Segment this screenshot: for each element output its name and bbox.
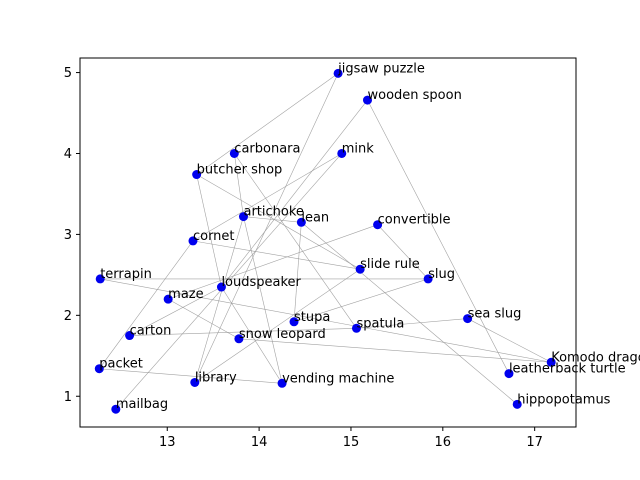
edge-carbonara-spatula — [234, 153, 357, 329]
labels-layer: jigsaw puzzle wooden spoon carbonara mink bu… — [99, 61, 640, 412]
edge-packet-vending-machine — [99, 368, 283, 384]
point-mink — [337, 148, 347, 158]
point-label-carton: carton — [130, 324, 172, 339]
point-maze — [163, 294, 173, 304]
point-sea-slug — [463, 314, 473, 324]
edge-stupa-slug — [293, 278, 429, 323]
point-hippopotamus — [512, 399, 522, 409]
point-leatherback-turtle — [504, 369, 514, 379]
y-tick-label-4: 4 — [64, 147, 72, 162]
edge-komodo-dragon-snow-leopard — [238, 338, 552, 363]
edge-lean-stupa — [293, 222, 302, 322]
point-label-spatula: spatula — [356, 316, 404, 331]
point-slug — [423, 274, 433, 284]
x-tick-label-13: 13 — [159, 435, 176, 450]
edge-wooden-spoon-loudspeaker — [221, 99, 368, 288]
point-snow-leopard — [234, 334, 244, 344]
point-label-terrapin: terrapin — [100, 267, 152, 282]
point-carton — [125, 331, 135, 341]
point-mailbag — [111, 404, 121, 414]
point-label-snow-leopard: snow leopard — [239, 327, 326, 342]
point-label-packet: packet — [99, 357, 143, 372]
edge-library-artichoke — [194, 216, 244, 383]
edge-carbonara-artichoke — [234, 153, 244, 217]
point-label-library: library — [195, 370, 237, 385]
y-tick-label-5: 5 — [64, 66, 72, 81]
point-label-jigsaw-puzzle: jigsaw puzzle — [337, 61, 425, 76]
edge-loudspeaker-vending-machine — [221, 286, 283, 384]
point-library — [190, 377, 200, 387]
point-label-wooden-spoon: wooden spoon — [367, 88, 461, 103]
edge-lean-hippopotamus — [301, 222, 518, 405]
point-label-lean: lean — [301, 210, 329, 225]
point-label-cornet: cornet — [193, 229, 235, 244]
point-loudspeaker — [216, 282, 226, 292]
point-spatula — [351, 323, 361, 333]
points-layer — [94, 68, 556, 414]
point-label-sea-slug: sea slug — [468, 307, 522, 322]
edge-artichoke-lean — [243, 216, 302, 223]
point-wooden-spoon — [362, 95, 372, 105]
point-label-leatherback-turtle: leatherback turtle — [509, 362, 626, 377]
point-carbonara — [229, 148, 239, 158]
edge-jigsaw-puzzle-library — [194, 73, 339, 383]
edge-spatula-carton — [129, 327, 357, 336]
edge-jigsaw-puzzle-butcher-shop — [196, 73, 339, 175]
point-label-convertible: convertible — [378, 213, 451, 228]
y-tick-label-2: 2 — [64, 309, 72, 324]
edge-mink-mailbag — [115, 153, 343, 410]
point-stupa — [289, 317, 299, 327]
edge-sea-slug-spatula — [356, 318, 468, 329]
point-artichoke — [238, 212, 248, 222]
ticks-layer: 13 14 15 16 17 1 2 3 4 5 — [64, 66, 543, 450]
point-convertible — [373, 220, 383, 230]
edge-maze-snow-leopard — [168, 298, 240, 340]
point-label-slide-rule: slide rule — [360, 257, 420, 272]
edge-cornet-packet — [99, 240, 194, 369]
edge-slide-rule-library — [194, 268, 361, 383]
point-label-butcher-shop: butcher shop — [197, 163, 283, 178]
point-label-maze: maze — [168, 287, 203, 302]
x-tick-label-16: 16 — [435, 435, 452, 450]
edges-layer — [99, 73, 552, 410]
point-packet — [94, 364, 104, 374]
point-label-mink: mink — [342, 141, 375, 156]
edge-artichoke-vending-machine — [243, 216, 283, 384]
point-label-mailbag: mailbag — [116, 397, 168, 412]
point-vending-machine — [277, 378, 287, 388]
edge-cornet-slide-rule — [192, 240, 361, 270]
y-tick-label-3: 3 — [64, 228, 72, 243]
edge-butcher-shop-slide-rule — [196, 174, 361, 270]
point-label-slug: slug — [428, 267, 455, 282]
point-label-loudspeaker: loudspeaker — [221, 275, 301, 290]
edge-sea-slug-komodo-dragon — [467, 318, 552, 363]
point-jigsaw-puzzle — [333, 68, 343, 78]
point-komodo-dragon — [546, 357, 556, 367]
edge-convertible-slug — [377, 224, 429, 280]
point-label-artichoke: artichoke — [243, 205, 303, 220]
edge-terrapin-komodo-dragon — [100, 278, 552, 363]
point-label-komodo-dragon: Komodo dragon — [551, 350, 640, 365]
x-tick-label-14: 14 — [251, 435, 268, 450]
y-tick-label-1: 1 — [64, 390, 72, 405]
point-butcher-shop — [192, 170, 202, 180]
point-slide-rule — [355, 264, 365, 274]
point-cornet — [188, 236, 198, 246]
point-label-vending-machine: vending machine — [282, 371, 394, 386]
point-label-hippopotamus: hippopotamus — [517, 392, 610, 407]
point-terrapin — [95, 274, 105, 284]
axes-frame — [79, 57, 577, 428]
edge-mink-cornet — [192, 153, 342, 242]
point-label-stupa: stupa — [294, 310, 330, 325]
edge-butcher-shop-loudspeaker — [196, 174, 222, 288]
edge-convertible-maze — [168, 224, 378, 300]
edge-loudspeaker-carton — [129, 286, 222, 336]
x-tick-label-15: 15 — [343, 435, 360, 450]
point-label-carbonara: carbonara — [234, 141, 300, 156]
x-tick-label-17: 17 — [526, 435, 543, 450]
point-lean — [296, 217, 306, 227]
